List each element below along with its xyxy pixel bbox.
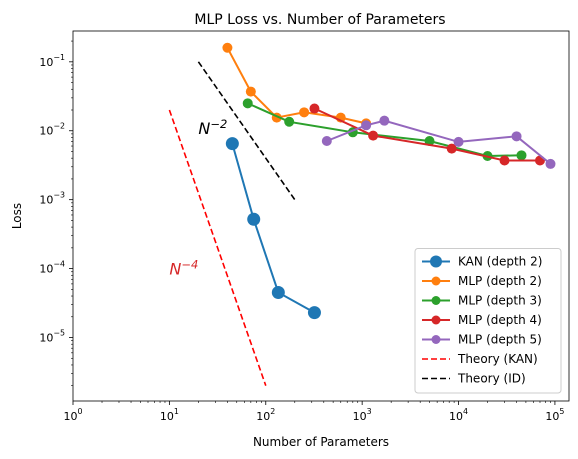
data-point [453, 136, 464, 147]
series-line [168, 109, 267, 386]
y-tick-label: 10−5 [39, 329, 65, 345]
x-tick-label: 105 [545, 407, 564, 423]
chart-title: MLP Loss vs. Number of Parameters [194, 12, 445, 28]
x-tick-label: 103 [353, 407, 372, 423]
x-tick-label: 102 [256, 407, 275, 423]
data-point [511, 131, 522, 142]
data-point [499, 155, 510, 166]
y-axis-label: Loss [10, 203, 24, 229]
y-tick-label: 10−1 [39, 53, 65, 69]
data-point [307, 306, 321, 320]
series-line [197, 61, 296, 201]
data-point [225, 137, 239, 151]
y-tick-label: 10−2 [39, 122, 65, 138]
y-axis: 10−5 10−4 10−3 10−2 10−1 [39, 40, 73, 387]
plot-area: N−4 N−2 [168, 42, 556, 386]
legend-marker [431, 315, 441, 325]
data-point [309, 103, 320, 114]
data-point [545, 158, 556, 169]
data-point [446, 143, 457, 154]
x-tick-label: 101 [160, 407, 179, 423]
series-line [247, 102, 522, 158]
legend-marker [431, 296, 441, 305]
scaling-annotation: N−4 [169, 258, 198, 279]
series-line [326, 119, 552, 165]
scaling-annotation: N−2 [198, 117, 227, 138]
legend-marker [431, 335, 441, 344]
series-line [226, 47, 367, 125]
legend-label: MLP (depth 4) [458, 313, 542, 327]
x-axis: 100 101 102 103 104 105 [63, 401, 564, 423]
legend-label: MLP (depth 3) [458, 294, 542, 308]
data-point [299, 107, 310, 118]
legend-label: MLP (depth 5) [458, 333, 542, 347]
series-line [314, 107, 540, 162]
legend-label: Theory (KAN) [457, 352, 538, 366]
data-point [245, 86, 256, 97]
plot-frame [72, 30, 570, 402]
series-line [231, 143, 315, 314]
data-point [271, 286, 285, 300]
data-point [321, 136, 332, 147]
legend-marker [431, 276, 441, 286]
data-point [284, 116, 295, 127]
legend-label: MLP (depth 2) [458, 274, 542, 288]
data-point [247, 212, 261, 226]
data-point [424, 136, 435, 147]
y-tick-label: 10−3 [39, 191, 65, 207]
data-point [516, 150, 527, 161]
legend: KAN (depth 2) MLP (depth 2) MLP (depth 3) M… [414, 248, 562, 394]
legend-box [414, 248, 562, 394]
x-tick-label: 104 [449, 407, 468, 423]
legend-marker [430, 255, 442, 268]
legend-label: Theory (ID) [457, 372, 526, 386]
x-axis-label: Number of Parameters [253, 435, 389, 449]
y-tick-label: 10−4 [39, 260, 65, 276]
legend-label: KAN (depth 2) [458, 255, 542, 269]
data-point [222, 42, 233, 53]
data-point [368, 130, 379, 141]
x-tick-label: 100 [63, 407, 82, 423]
data-point [361, 120, 372, 131]
data-point [242, 98, 253, 109]
data-point [379, 115, 390, 126]
